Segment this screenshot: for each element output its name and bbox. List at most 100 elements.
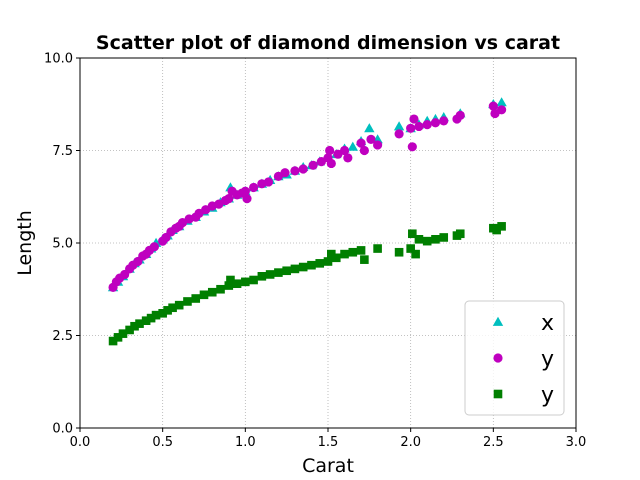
data-point [207, 287, 217, 297]
data-point [323, 257, 333, 266]
x-tick-label: 0.5 [152, 435, 173, 450]
data-point [327, 249, 336, 259]
x-tick-label: 2.0 [400, 435, 421, 450]
data-point [326, 158, 336, 169]
legend-marker-triangle [492, 316, 504, 326]
data-point [199, 290, 209, 300]
data-point [298, 164, 308, 174]
data-point [315, 259, 325, 268]
data-point [242, 194, 252, 204]
data-point [158, 309, 167, 318]
data-point [439, 233, 449, 242]
data-point [356, 246, 366, 255]
x-tick-label: 0.0 [70, 435, 91, 450]
data-point [224, 194, 234, 204]
data-point [430, 118, 441, 128]
data-point [488, 101, 498, 111]
series-2-circle-points [108, 101, 507, 292]
x-tick-label: 3.0 [566, 435, 587, 450]
x-tick-label: 2.5 [483, 435, 504, 450]
data-point [340, 249, 349, 259]
data-point [151, 310, 161, 320]
data-point [394, 247, 404, 257]
data-point [168, 303, 177, 313]
data-point [224, 281, 234, 290]
data-point [232, 279, 242, 288]
data-point [422, 120, 432, 130]
y-tick-label: 10.0 [44, 52, 73, 67]
data-point [174, 300, 184, 310]
data-point [257, 272, 267, 281]
data-point [393, 121, 405, 131]
data-point [422, 236, 432, 246]
data-point [290, 264, 300, 274]
data-point [141, 316, 151, 325]
data-point [265, 270, 275, 279]
data-point [406, 244, 415, 253]
data-point [135, 319, 144, 328]
data-point [298, 262, 308, 272]
data-point [163, 306, 172, 315]
data-point [290, 166, 300, 176]
data-point [146, 313, 156, 323]
data-point [263, 177, 274, 187]
data-point [191, 294, 201, 303]
x-axis-label: Carat [302, 455, 354, 477]
data-point [408, 229, 417, 239]
data-point [364, 123, 375, 133]
data-point [431, 235, 440, 244]
y-axis-label: Length [14, 210, 36, 276]
data-point [373, 140, 383, 150]
data-point [331, 253, 341, 263]
data-point [307, 260, 316, 270]
data-point [496, 97, 507, 107]
y-tick-label: 5.0 [52, 237, 73, 252]
data-point [407, 142, 417, 152]
y-tick-label: 0.0 [52, 422, 73, 437]
chart-title: Scatter plot of diamond dimension vs car… [96, 32, 560, 54]
x-axis-ticks: 0.0 0.5 1.0 1.5 2.0 2.5 3.0 [70, 428, 587, 450]
legend-label: y [541, 347, 554, 372]
y-tick-label: 7.5 [52, 144, 73, 159]
data-point [356, 138, 366, 148]
data-point [411, 249, 420, 259]
data-point [414, 235, 424, 244]
series-3-square-points [108, 222, 506, 346]
data-point [183, 297, 192, 306]
data-point [406, 123, 416, 133]
data-point [226, 275, 235, 285]
data-point [348, 247, 358, 257]
data-point [125, 325, 134, 335]
legend: xyy [464, 300, 565, 416]
data-point [339, 145, 350, 156]
data-point [280, 168, 290, 178]
data-point [325, 145, 335, 156]
data-point [359, 145, 369, 156]
legend-marker-square [493, 389, 503, 399]
data-point [118, 329, 128, 338]
data-point [409, 114, 419, 124]
y-axis-ticks: 0.0 2.5 5.0 7.5 10.0 [44, 52, 80, 437]
data-point [343, 153, 353, 163]
data-point [130, 321, 139, 331]
data-point [249, 182, 259, 193]
data-point [414, 121, 424, 132]
data-point [249, 275, 258, 285]
data-point [149, 242, 159, 252]
legend-marker-circle [493, 353, 503, 363]
data-point [373, 244, 382, 253]
data-point [455, 229, 465, 239]
data-point [240, 186, 250, 196]
data-point [497, 105, 507, 115]
y-tick-label: 2.5 [52, 329, 73, 344]
data-point [241, 277, 250, 287]
data-point [497, 222, 506, 231]
x-tick-label: 1.0 [235, 435, 256, 450]
data-point [492, 225, 501, 235]
data-point [113, 333, 123, 342]
data-points [107, 97, 507, 346]
data-point [308, 160, 318, 170]
data-point [274, 268, 283, 277]
data-point [216, 284, 225, 294]
